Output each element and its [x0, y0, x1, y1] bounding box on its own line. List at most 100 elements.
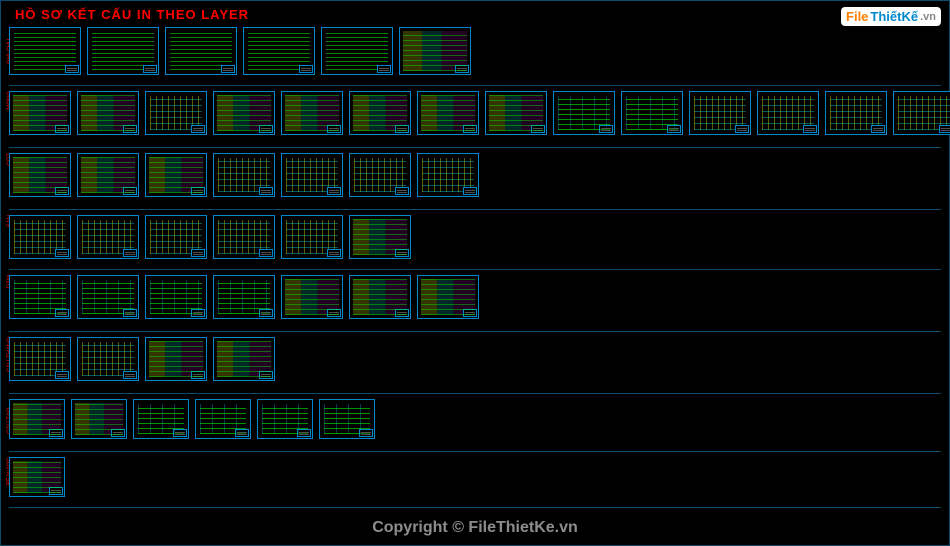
title-block: [259, 125, 273, 133]
drawing-sheet[interactable]: [213, 91, 275, 135]
drawing-sheet[interactable]: [87, 27, 159, 75]
watermark-text: Copyright © FileThietKe.vn: [1, 519, 949, 537]
drawing-sheet[interactable]: [9, 91, 71, 135]
title-block: [299, 65, 313, 73]
drawing-sheet[interactable]: [257, 399, 313, 439]
title-block: [65, 65, 79, 73]
drawing-sheet[interactable]: [621, 91, 683, 135]
title-block: [463, 125, 477, 133]
drawing-sheet[interactable]: [349, 91, 411, 135]
title-block: [123, 249, 137, 257]
sheet-row: MÓNG: [9, 91, 941, 135]
title-block: [599, 125, 613, 133]
drawing-sheet[interactable]: [349, 275, 411, 319]
title-block: [395, 249, 409, 257]
drawing-sheet[interactable]: [9, 275, 71, 319]
title-block: [259, 371, 273, 379]
drawing-sheet[interactable]: [281, 215, 343, 259]
row-separator: [9, 451, 941, 452]
drawing-sheet[interactable]: [417, 275, 479, 319]
row-separator: [9, 393, 941, 394]
drawing-sheet[interactable]: [145, 337, 207, 381]
sheet-row: CỘT: [9, 153, 941, 197]
drawing-sheet[interactable]: [145, 215, 207, 259]
title-block: [55, 309, 69, 317]
logo-part-file: File: [846, 9, 868, 24]
title-block: [297, 429, 311, 437]
title-block: [735, 125, 749, 133]
sheet-row: GHI CHÚ CHUNG: [9, 27, 941, 75]
title-block: [803, 125, 817, 133]
title-block: [123, 371, 137, 379]
drawing-sheet[interactable]: [399, 27, 471, 75]
drawing-sheet[interactable]: [213, 275, 275, 319]
drawing-sheet[interactable]: [281, 275, 343, 319]
sheet-row: CẦU THANG: [9, 337, 941, 381]
title-block: [191, 249, 205, 257]
drawing-sheet[interactable]: [71, 399, 127, 439]
drawing-sheet[interactable]: [417, 153, 479, 197]
drawing-sheet[interactable]: [825, 91, 887, 135]
title-block: [939, 125, 950, 133]
drawing-sheet[interactable]: [77, 91, 139, 135]
title-block: [55, 371, 69, 379]
drawing-sheet[interactable]: [9, 215, 71, 259]
drawing-sheet[interactable]: [9, 337, 71, 381]
drawing-sheet[interactable]: [319, 399, 375, 439]
title-block: [395, 125, 409, 133]
drawing-sheet[interactable]: [281, 91, 343, 135]
drawing-sheet[interactable]: [213, 337, 275, 381]
drawing-sheet[interactable]: [349, 215, 411, 259]
title-block: [259, 187, 273, 195]
drawing-sheet[interactable]: [757, 91, 819, 135]
drawing-sheet[interactable]: [165, 27, 237, 75]
drawing-sheet[interactable]: [553, 91, 615, 135]
drawing-sheet[interactable]: [9, 153, 71, 197]
sheet-row: SÀN: [9, 215, 941, 259]
title-block: [49, 487, 63, 495]
drawing-sheet[interactable]: [349, 153, 411, 197]
title-block: [123, 309, 137, 317]
title-block: [111, 429, 125, 437]
drawing-sheet[interactable]: [77, 215, 139, 259]
title-block: [259, 249, 273, 257]
drawing-sheet[interactable]: [145, 275, 207, 319]
drawing-sheet[interactable]: [77, 275, 139, 319]
drawing-sheet[interactable]: [9, 457, 65, 497]
row-separator: [9, 331, 941, 332]
drawing-title: HỒ SƠ KẾT CẤU IN THEO LAYER: [15, 7, 249, 22]
title-block: [395, 309, 409, 317]
drawing-sheet[interactable]: [77, 337, 139, 381]
drawing-sheet[interactable]: [689, 91, 751, 135]
cad-canvas: HỒ SƠ KẾT CẤU IN THEO LAYER FileThiếtKế.…: [0, 0, 950, 546]
drawing-sheet[interactable]: [133, 399, 189, 439]
title-block: [49, 429, 63, 437]
drawing-sheet[interactable]: [77, 153, 139, 197]
row-separator: [9, 85, 941, 86]
drawing-sheet[interactable]: [243, 27, 315, 75]
drawing-sheet[interactable]: [145, 91, 207, 135]
drawing-sheet[interactable]: [485, 91, 547, 135]
title-block: [463, 309, 477, 317]
title-block: [191, 187, 205, 195]
title-block: [55, 125, 69, 133]
drawing-sheet[interactable]: [213, 215, 275, 259]
drawing-sheet[interactable]: [9, 27, 81, 75]
title-block: [327, 125, 341, 133]
drawing-sheet[interactable]: [145, 153, 207, 197]
drawing-sheet[interactable]: [195, 399, 251, 439]
drawing-sheet[interactable]: [213, 153, 275, 197]
title-block: [123, 187, 137, 195]
drawing-sheet[interactable]: [417, 91, 479, 135]
title-block: [55, 187, 69, 195]
logo-suffix: .vn: [920, 11, 936, 23]
drawing-sheet[interactable]: [9, 399, 65, 439]
drawing-sheet[interactable]: [321, 27, 393, 75]
title-block: [259, 309, 273, 317]
title-block: [173, 429, 187, 437]
title-block: [377, 65, 391, 73]
drawing-sheet[interactable]: [893, 91, 950, 135]
title-block: [463, 187, 477, 195]
title-block: [235, 429, 249, 437]
drawing-sheet[interactable]: [281, 153, 343, 197]
